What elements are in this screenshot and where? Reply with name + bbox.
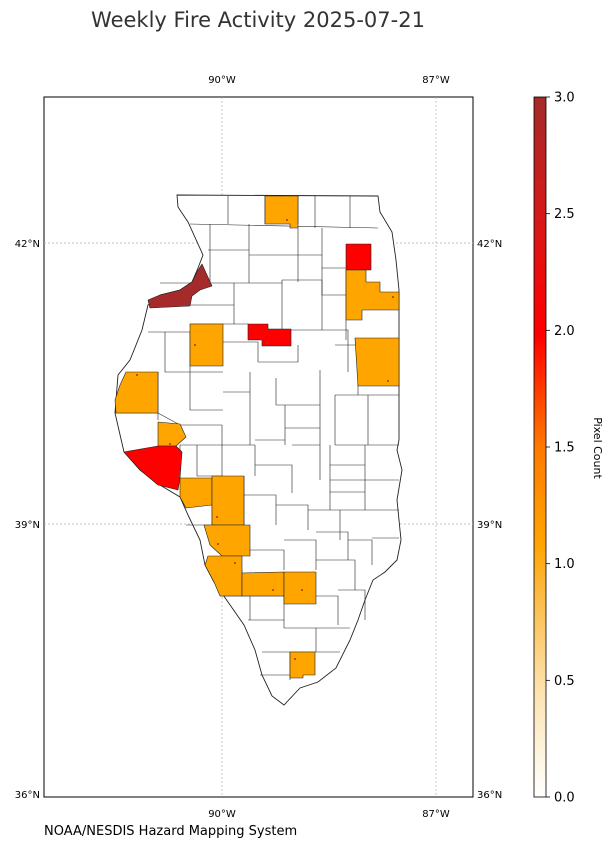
lon-tick-top-87: 87°W [422, 75, 450, 86]
lon-tick-top-90: 90°W [208, 75, 236, 86]
colorbar-tick-label: 1.0 [554, 557, 575, 572]
colorbar: 0.0 0.5 1.0 1.5 2.0 2.5 3.0 Pixel Count [533, 91, 604, 806]
fire-point [217, 543, 219, 545]
colorbar-tick-label: 2.0 [554, 324, 575, 339]
fire-point [392, 296, 394, 298]
lat-tick-right-39: 39°N [477, 520, 502, 531]
county-knox [189, 323, 224, 367]
colorbar-ticks: 0.0 0.5 1.0 1.5 2.0 2.5 3.0 [546, 91, 575, 806]
lat-tick-right-42: 42°N [477, 239, 502, 250]
fire-point [178, 475, 180, 477]
fire-point [301, 589, 303, 591]
county-madison [203, 524, 251, 557]
colorbar-tick-label: 2.5 [554, 207, 575, 222]
county-lake-mchenry [345, 243, 372, 271]
map-title: Weekly Fire Activity 2025-07-21 [91, 8, 425, 32]
fire-point [136, 374, 138, 376]
colorbar-gradient [533, 96, 547, 798]
colorbar-tick-label: 1.5 [554, 441, 575, 456]
fire-point [194, 344, 196, 346]
colorbar-label: Pixel Count [591, 417, 604, 479]
county-stephenson-area [264, 195, 299, 229]
fire-point [234, 562, 236, 564]
fire-point [354, 247, 356, 249]
fire-point [272, 589, 274, 591]
county-washington [241, 571, 285, 597]
fire-point [286, 219, 288, 221]
colorbar-tick-label: 0.0 [554, 791, 575, 806]
lat-tick-left-36: 36°N [15, 790, 40, 801]
lat-tick-left-42: 42°N [15, 239, 40, 250]
colorbar-tick-label: 0.5 [554, 674, 575, 689]
lat-tick-right-36: 36°N [477, 790, 502, 801]
county-mcdonough-hancock [114, 371, 159, 414]
fire-point [387, 380, 389, 382]
fire-point [294, 658, 296, 660]
county-jo-daviess-northwest [147, 263, 213, 309]
county-iroquois [354, 337, 400, 387]
county-will-kankakee [345, 269, 400, 321]
county-st-clair [204, 555, 243, 597]
fire-point [216, 516, 218, 518]
colorbar-tick-label: 3.0 [554, 91, 575, 106]
county-greene [179, 477, 213, 509]
lon-tick-bottom-87: 87°W [422, 809, 450, 820]
lat-tick-left-39: 39°N [15, 520, 40, 531]
lon-tick-bottom-90: 90°W [208, 809, 236, 820]
county-jefferson-franklin [283, 571, 317, 605]
fire-point [266, 342, 268, 344]
fire-point [183, 295, 185, 297]
county-schuyler [157, 421, 187, 447]
fire-counties [114, 195, 400, 679]
fire-points [136, 219, 394, 660]
county-bureau-la-salle [247, 323, 292, 347]
source-note: NOAA/NESDIS Hazard Mapping System [44, 824, 297, 839]
county-johnson-pope [289, 651, 316, 679]
fire-point [169, 443, 171, 445]
